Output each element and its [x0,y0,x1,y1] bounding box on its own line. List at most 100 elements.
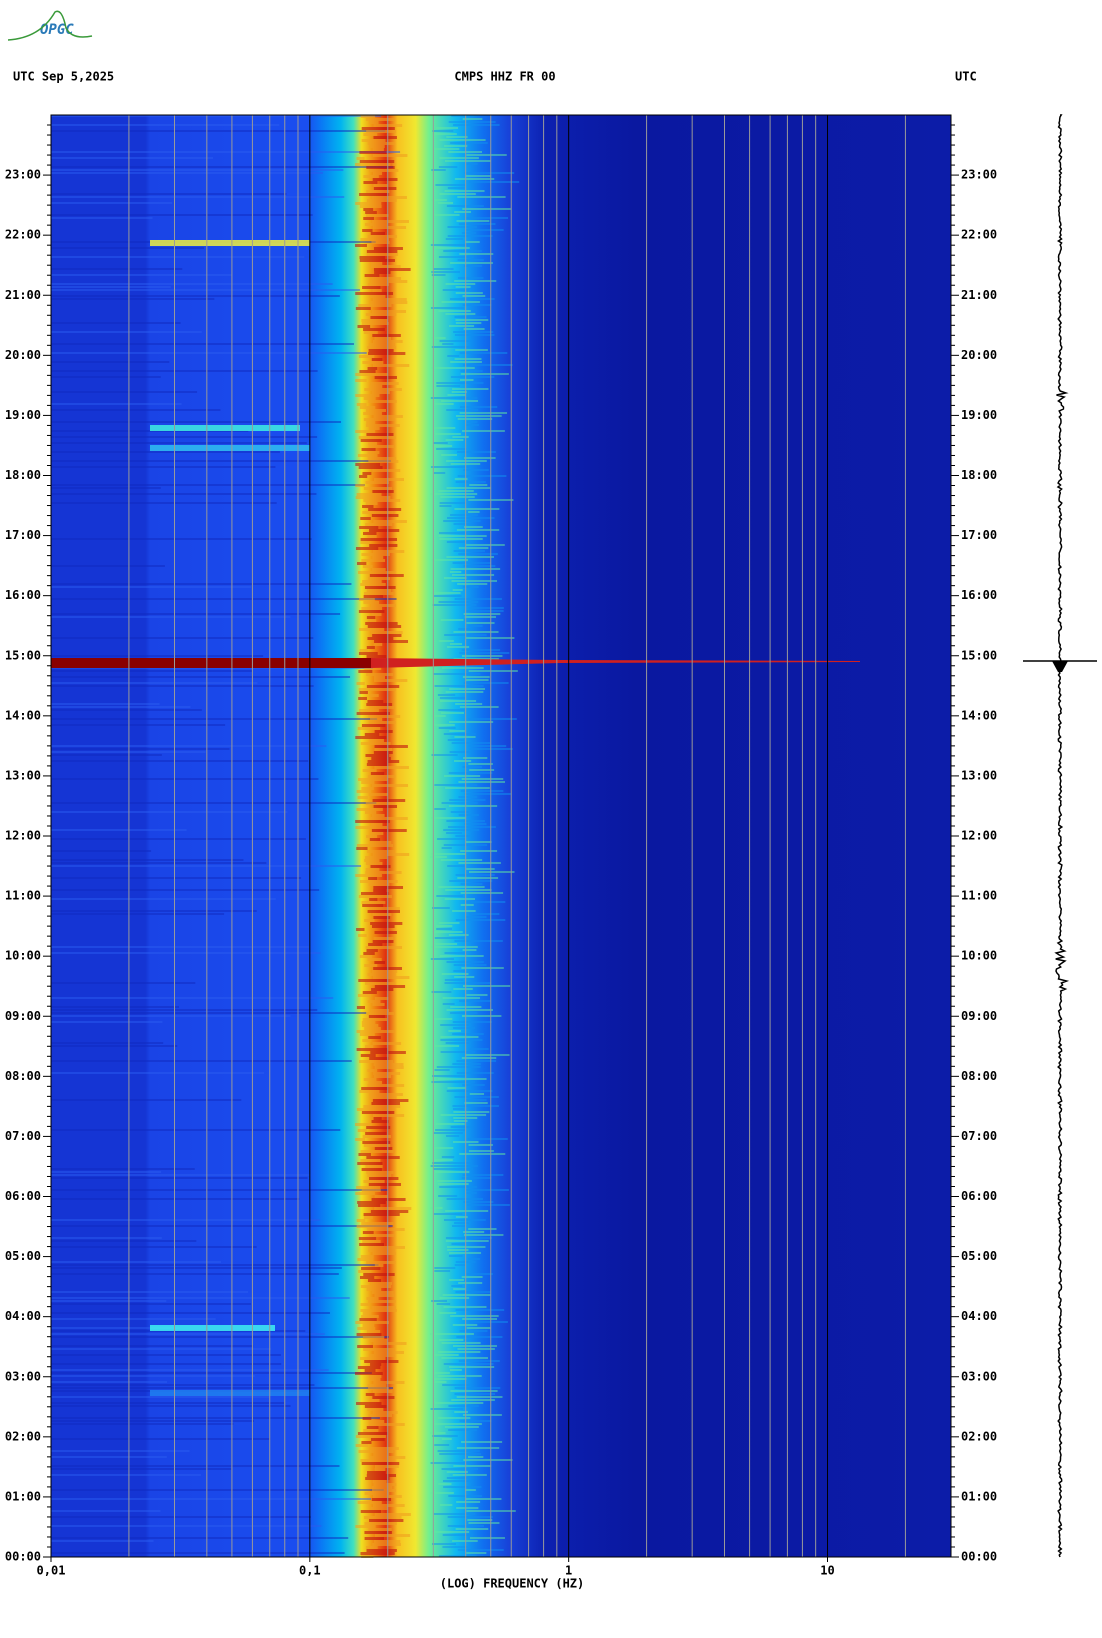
streak [360,439,382,442]
streak [357,994,371,997]
streak [51,376,161,378]
streak [51,1387,394,1389]
streak [356,790,372,793]
streak [457,196,506,198]
streak [356,1108,395,1111]
streak [372,310,407,313]
streak [443,1363,494,1365]
streak [468,871,515,873]
streak [51,676,351,678]
y-tick-label-right: 13:00 [961,768,997,782]
event-tail [371,658,860,668]
streak [366,1426,379,1429]
streak [460,373,509,375]
streak [362,1039,372,1042]
streak [51,913,225,915]
streak [367,958,382,961]
streak [359,1090,380,1093]
streak [368,1081,382,1084]
streak [369,1093,403,1096]
streak [360,115,376,118]
streak [364,1537,385,1540]
y-tick-label-right: 03:00 [961,1369,997,1383]
streak [454,1387,501,1389]
streak [465,544,505,546]
streak [366,1549,397,1552]
streak [362,565,373,568]
streak [51,214,313,216]
feature [150,445,310,451]
streak [369,529,400,532]
streak [371,970,398,973]
streak [355,163,391,166]
streak [454,598,502,600]
streak [366,949,378,952]
streak [446,541,472,543]
streak [433,427,456,429]
date-label: UTC Sep 5,2025 [13,70,114,84]
streak [445,1237,492,1239]
streak [441,1156,455,1158]
streak [367,973,396,976]
streak [370,1507,388,1510]
streak [443,577,467,579]
streak [453,658,499,660]
streak [372,364,410,367]
streak [464,1489,476,1491]
streak [452,1063,481,1065]
streak [431,1300,447,1302]
streak [444,982,492,984]
streak [51,1381,168,1383]
streak [371,1291,394,1294]
streak [365,118,395,121]
streak [439,157,479,159]
streak [450,1315,499,1317]
streak [361,139,386,142]
streak [373,937,394,940]
streak [51,670,253,672]
streak [51,1450,190,1452]
streak [357,1501,382,1504]
streak [452,388,489,390]
streak [430,1207,443,1209]
streak [453,1465,492,1467]
streak [370,1009,390,1012]
streak [450,514,478,516]
streak [372,490,394,493]
streak [367,619,377,622]
streak [444,160,491,162]
streak [456,1447,500,1449]
streak [368,460,399,463]
streak [432,130,454,132]
streak [359,1060,393,1063]
streak [359,160,395,163]
streak [445,889,492,891]
streak [450,142,488,144]
streak [51,1372,372,1374]
streak [430,493,478,495]
streak [51,130,386,132]
streak [51,274,232,276]
streak [445,439,464,441]
streak [437,1183,469,1185]
streak [51,1072,265,1074]
streak [358,436,396,439]
streak [362,511,394,514]
streak [453,1027,476,1029]
streak [356,1048,388,1051]
streak [456,1336,503,1338]
streak [373,268,411,271]
streak [431,715,446,717]
streak [51,289,360,291]
streak [457,1549,504,1551]
y-tick-label: 18:00 [5,468,41,482]
streak [362,1417,372,1420]
streak [51,655,264,657]
streak [51,1384,315,1386]
streak [368,721,396,724]
streak [440,712,464,714]
streak [453,988,473,990]
y-tick-label: 01:00 [5,1489,41,1503]
streak [367,1408,384,1411]
